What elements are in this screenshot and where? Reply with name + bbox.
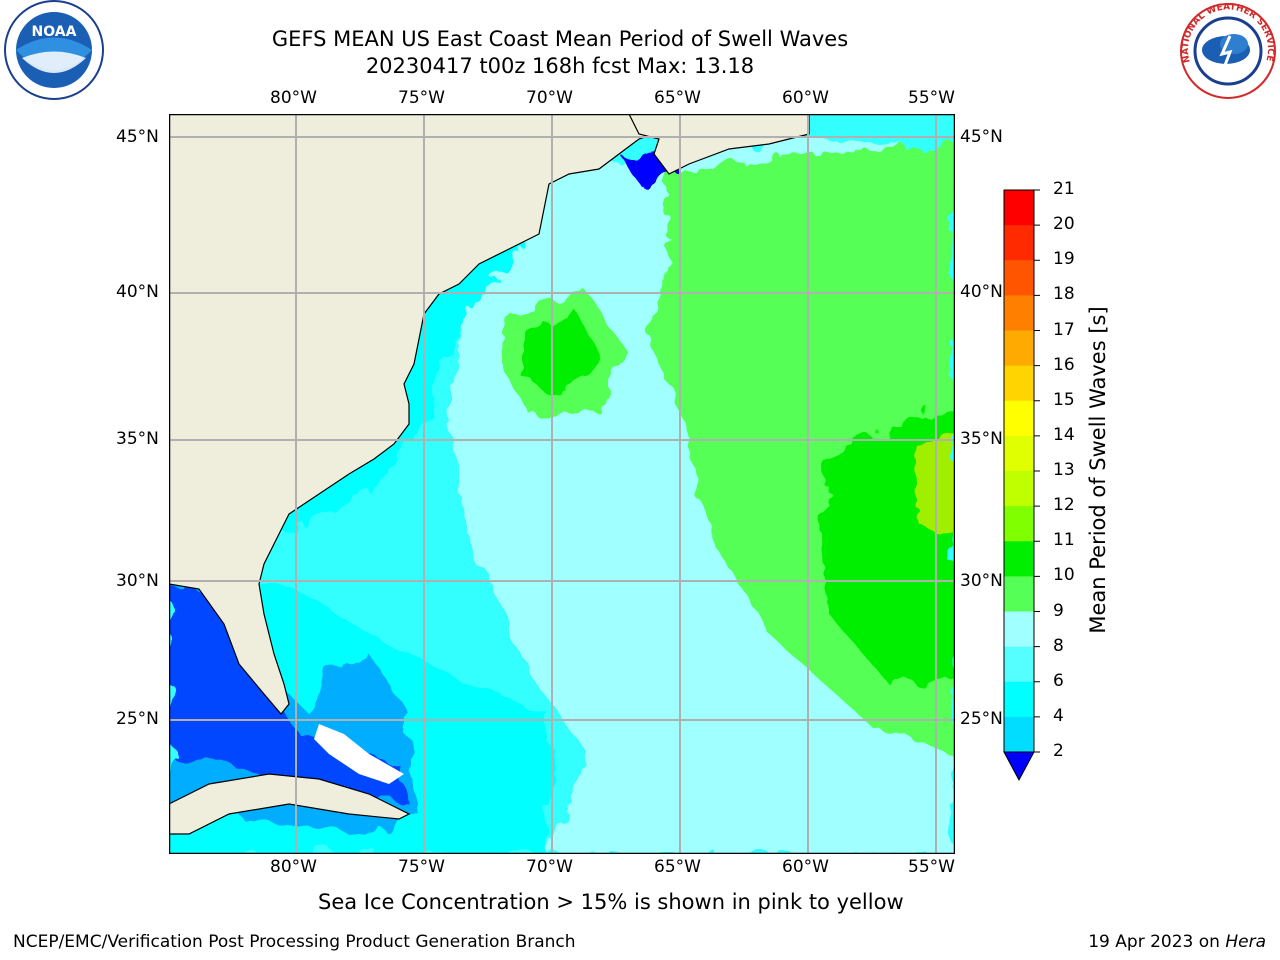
lon-label-bottom: 75°W	[398, 857, 445, 877]
colorbar-tick-label: 18	[1053, 284, 1075, 305]
colorbar-tick-label: 17	[1053, 319, 1075, 340]
lat-label-right: 35°N	[960, 429, 1003, 449]
colorbar-swatch	[1004, 716, 1034, 753]
lon-label-top: 80°W	[270, 88, 317, 108]
colorbar-tick-label: 13	[1053, 460, 1075, 480]
colorbar-tick-label: 21	[1053, 179, 1075, 199]
footer-date: 19 Apr 2023 on Hera	[1088, 932, 1266, 952]
lat-label-right: 40°N	[960, 282, 1003, 302]
sea-ice-note: Sea Ice Concentration > 15% is shown in …	[318, 890, 904, 914]
colorbar-swatch	[1004, 225, 1034, 261]
nws-logo: NATIONAL WEATHER SERVICE	[1180, 2, 1276, 99]
colorbar-tick-label: 14	[1053, 424, 1075, 445]
colorbar-swatch	[1004, 330, 1034, 367]
colorbar	[1003, 189, 1040, 782]
colorbar-swatch	[1004, 471, 1034, 507]
lon-label-bottom: 60°W	[782, 857, 829, 877]
map-gridlines	[169, 114, 955, 854]
lat-label-left: 40°N	[116, 282, 159, 302]
colorbar-swatch	[1004, 190, 1034, 226]
lon-label-bottom: 80°W	[270, 857, 317, 877]
colorbar-label: Mean Period of Swell Waves [s]	[1086, 306, 1110, 634]
colorbar-tick-label: 10	[1053, 565, 1075, 586]
map-border	[169, 114, 955, 854]
colorbar-under-arrow	[1003, 751, 1035, 782]
colorbar-tick-label: 4	[1053, 705, 1064, 726]
lat-label-right: 25°N	[960, 709, 1003, 729]
colorbar-tick-label: 8	[1053, 635, 1064, 656]
noaa-logo: NOAA	[4, 0, 104, 100]
colorbar-swatch	[1004, 435, 1034, 472]
footer-machine: Hera	[1225, 932, 1266, 952]
footer-date-text: 19 Apr 2023 on	[1088, 932, 1226, 952]
colorbar-swatch	[1004, 295, 1034, 331]
cuba-land	[169, 773, 411, 835]
lat-label-right: 30°N	[960, 571, 1003, 591]
colorbar-swatch	[1004, 576, 1034, 612]
land-mass	[169, 114, 670, 715]
colorbar-tick-label: 11	[1053, 530, 1075, 551]
colorbar-swatch	[1004, 365, 1034, 402]
colorbar-swatch	[1004, 646, 1034, 683]
colorbar-swatch	[1004, 260, 1034, 296]
lat-label-left: 45°N	[116, 127, 159, 147]
colorbar-tick-label: 9	[1053, 600, 1064, 621]
colorbar-tick-label: 6	[1053, 670, 1064, 691]
colorbar-tick-label: 19	[1053, 249, 1075, 270]
lon-label-top: 75°W	[398, 88, 445, 108]
map-subtitle: 20230417 t00z 168h fcst Max: 13.18	[365, 54, 755, 78]
lon-label-bottom: 70°W	[526, 857, 573, 877]
colorbar-tick-label: 20	[1053, 214, 1075, 235]
lat-label-left: 30°N	[116, 571, 159, 591]
colorbar-tick-label: 16	[1053, 354, 1075, 375]
footer-organization: NCEP/EMC/Verification Post Processing Pr…	[13, 932, 576, 952]
lon-label-top: 70°W	[526, 88, 573, 108]
colorbar-tick-label: 12	[1053, 495, 1075, 516]
colorbar-swatch	[1004, 541, 1034, 577]
colorbar-swatch	[1004, 506, 1034, 542]
colorbar-tick-label: 15	[1053, 389, 1075, 410]
lon-label-top: 60°W	[782, 88, 829, 108]
swell-zone-12s	[914, 434, 955, 534]
colorbar-tick-label: 2	[1053, 741, 1064, 761]
colorbar-swatch	[1004, 611, 1034, 648]
map-title: GEFS MEAN US East Coast Mean Period of S…	[271, 27, 849, 51]
colorbar-swatch	[1004, 400, 1034, 437]
bahamas-shoal	[314, 724, 404, 784]
map-plot	[169, 114, 955, 854]
lat-label-right: 45°N	[960, 127, 1003, 147]
lon-label-top: 65°W	[654, 88, 701, 108]
swell-zone-10s-west	[529, 314, 599, 394]
noaa-logo-text: NOAA	[32, 24, 77, 40]
lon-label-bottom: 65°W	[654, 857, 701, 877]
lat-label-left: 35°N	[116, 429, 159, 449]
lon-label-top: 55°W	[908, 88, 955, 108]
colorbar-swatch	[1004, 681, 1034, 718]
lon-label-bottom: 55°W	[908, 857, 955, 877]
lat-label-left: 25°N	[116, 709, 159, 729]
